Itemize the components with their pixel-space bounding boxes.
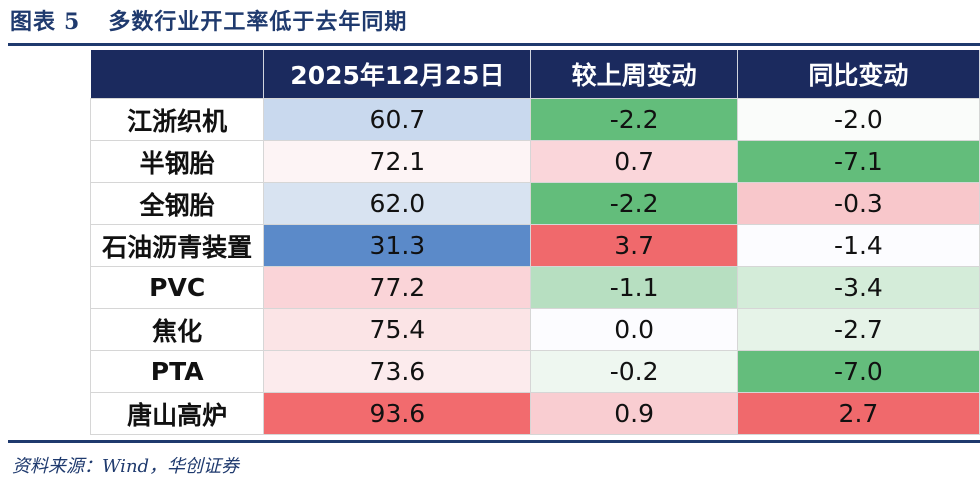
row-label: 全钢胎 [89, 182, 265, 225]
heat-cell: -2.2 [530, 182, 738, 225]
row-label: PTA [89, 350, 265, 393]
heat-cell: 62.0 [263, 182, 532, 225]
heat-cell: -2.7 [736, 308, 980, 351]
heat-cell: -7.0 [736, 350, 980, 393]
top-rule [8, 43, 980, 46]
heat-cell: 31.3 [263, 224, 532, 267]
heat-cell: -3.4 [736, 266, 980, 309]
heat-cell: 3.7 [530, 224, 738, 267]
table-row: 江浙织机 60.7 -2.2 -2.0 [89, 98, 980, 141]
heat-cell: -7.1 [736, 140, 980, 183]
heat-cell: 2.7 [736, 392, 980, 435]
row-label: 唐山高炉 [89, 392, 265, 435]
table-row: PTA 73.6 -0.2 -7.0 [89, 350, 980, 393]
heat-cell: 0.7 [530, 140, 738, 183]
table-row: 全钢胎 62.0 -2.2 -0.3 [89, 182, 980, 225]
figure-label: 图表 [10, 9, 57, 35]
row-label: 石油沥青装置 [89, 224, 265, 267]
heat-cell: 0.9 [530, 392, 738, 435]
heat-cell: 77.2 [263, 266, 532, 309]
heat-cell: -1.4 [736, 224, 980, 267]
heat-cell: -0.3 [736, 182, 980, 225]
heat-cell: 73.6 [263, 350, 532, 393]
row-label: PVC [89, 266, 265, 309]
column-header: 同比变动 [737, 50, 980, 99]
table-row: 唐山高炉 93.6 0.9 2.7 [89, 392, 980, 435]
data-table: 2025年12月25日 较上周变动 同比变动 江浙织机 60.7 -2.2 -2.0 半钢胎… [89, 50, 980, 435]
heat-cell: 0.0 [530, 308, 738, 351]
column-header: 较上周变动 [530, 50, 738, 99]
source-note: 资料来源：Wind，华创证券 [12, 456, 240, 477]
table-row: PVC 77.2 -1.1 -3.4 [89, 266, 980, 309]
header-row: 2025年12月25日 较上周变动 同比变动 [90, 50, 980, 99]
table-row: 焦化 75.4 0.0 -2.7 [89, 308, 980, 351]
figure-caption: 多数行业开工率低于去年同期 [108, 9, 408, 35]
table-row: 半钢胎 72.1 0.7 -7.1 [89, 140, 980, 183]
row-label: 江浙织机 [89, 98, 265, 141]
heat-cell: -2.2 [530, 98, 738, 141]
figure-number: 5 [64, 9, 81, 35]
heat-cell: 93.6 [263, 392, 532, 435]
heat-cell: 60.7 [263, 98, 532, 141]
figure-title: 图表 5 多数行业开工率低于去年同期 [10, 4, 407, 36]
heat-cell: 72.1 [263, 140, 532, 183]
column-header: 2025年12月25日 [263, 50, 532, 99]
column-header [90, 50, 265, 99]
table-row: 石油沥青装置 31.3 3.7 -1.4 [89, 224, 980, 267]
bottom-rule [8, 440, 980, 443]
heat-cell: -1.1 [530, 266, 738, 309]
heat-cell: 75.4 [263, 308, 532, 351]
row-label: 半钢胎 [89, 140, 265, 183]
heat-cell: -2.0 [736, 98, 980, 141]
heat-cell: -0.2 [530, 350, 738, 393]
row-label: 焦化 [89, 308, 265, 351]
